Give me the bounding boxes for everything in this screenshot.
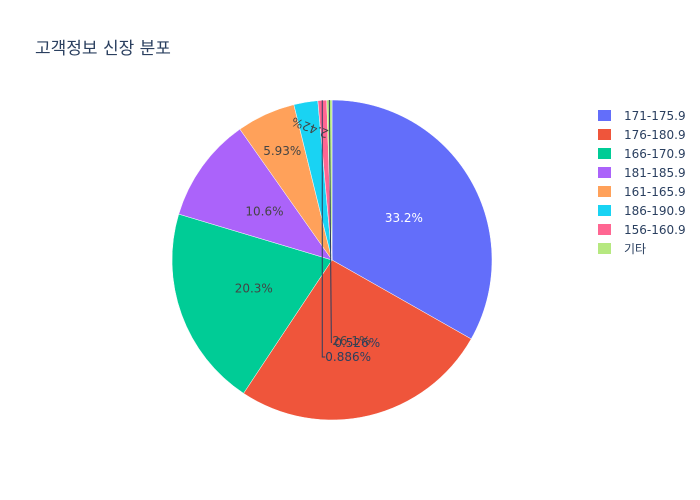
legend-item-176-180.9[interactable]: 176-180.9	[598, 125, 686, 144]
legend-swatch	[598, 205, 611, 216]
legend-item-166-170.9[interactable]: 166-170.9	[598, 144, 686, 163]
pie-slice-181-185.9[interactable]	[178, 128, 333, 261]
legend-swatch	[598, 186, 611, 197]
legend-item-171-175.9[interactable]: 171-175.9	[598, 106, 686, 125]
legend-label: 161-165.9	[624, 184, 686, 199]
legend-label: 156-160.9	[624, 222, 686, 237]
legend-item-기타[interactable]: 기타	[598, 239, 686, 258]
slice-label-156-160.9: 0.886%	[325, 350, 371, 364]
slice-label-166-170.9: 20.3%	[235, 281, 273, 295]
leader-line-기타	[328, 100, 332, 344]
pie-slice-166-170.9[interactable]	[171, 213, 333, 394]
legend-label: 186-190.9	[624, 203, 686, 218]
slice-label-기타: 0.526%	[334, 336, 380, 350]
slice-label-176-180.9: 26.1%	[332, 334, 370, 348]
legend: 171-175.9 176-180.9 166-170.9 181-185.9 161-…	[598, 106, 686, 258]
legend-item-161-165.9[interactable]: 161-165.9	[598, 182, 686, 201]
legend-item-186-190.9[interactable]: 186-190.9	[598, 201, 686, 220]
slice-label-181-185.9: 10.6%	[245, 204, 283, 218]
chart-title: 고객정보 신장 분포	[35, 39, 171, 59]
legend-label: 기타	[624, 242, 647, 256]
legend-swatch	[598, 110, 611, 121]
legend-swatch	[598, 148, 611, 159]
legend-label: 181-185.9	[624, 165, 686, 180]
legend-swatch	[598, 167, 611, 178]
slice-label-161-165.9: 5.93%	[263, 144, 301, 158]
legend-swatch	[598, 129, 611, 140]
slice-label-171-175.9: 33.2%	[385, 211, 423, 225]
pie-slice-176-180.9[interactable]	[243, 259, 472, 421]
leader-line-156-160.9	[321, 100, 326, 358]
legend-item-181-185.9[interactable]: 181-185.9	[598, 163, 686, 182]
legend-swatch	[598, 224, 611, 235]
legend-label: 176-180.9	[624, 127, 686, 142]
legend-item-156-160.9[interactable]: 156-160.9	[598, 220, 686, 239]
legend-swatch	[598, 243, 611, 254]
pie-slice-171-175.9[interactable]	[331, 99, 493, 340]
legend-label: 171-175.9	[624, 108, 686, 123]
legend-label: 166-170.9	[624, 146, 686, 161]
